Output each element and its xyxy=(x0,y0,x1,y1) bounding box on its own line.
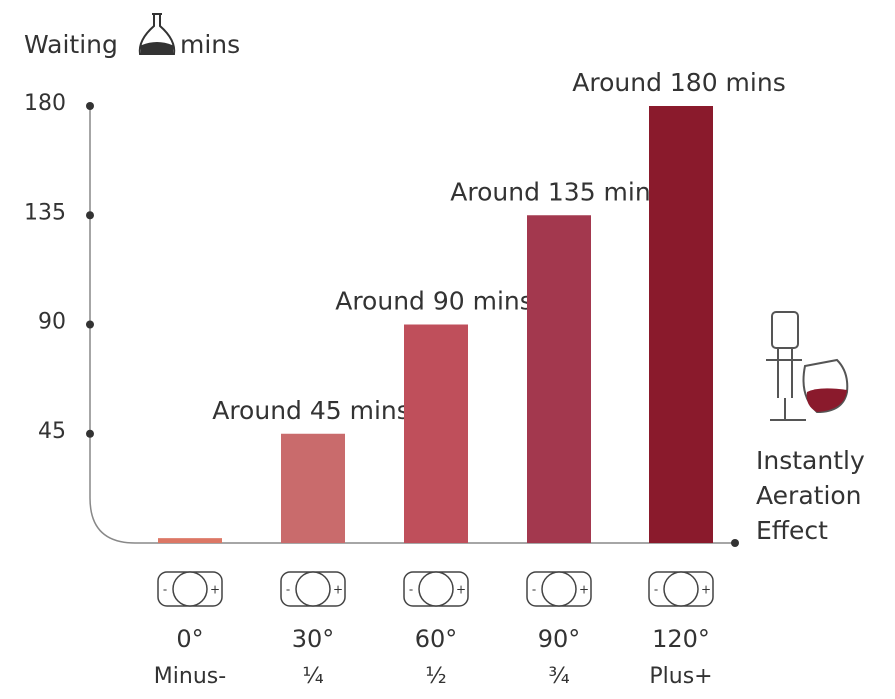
knob xyxy=(664,572,698,606)
x-sublabel: ¾ xyxy=(548,664,569,689)
x-sublabel: Plus+ xyxy=(649,664,712,689)
y-tick-dot xyxy=(86,321,94,329)
knob-plus: + xyxy=(701,583,711,597)
x-tick-label: 90° xyxy=(538,625,581,653)
annotation-line: Instantly xyxy=(756,446,865,475)
knob-minus: - xyxy=(163,583,167,597)
annotation-line: Aeration xyxy=(756,481,862,510)
decanter-icon xyxy=(140,14,174,54)
title-left: Waiting xyxy=(24,30,118,59)
knob-minus: - xyxy=(532,583,536,597)
knob-icon: -+ xyxy=(404,572,468,606)
knob-icon: -+ xyxy=(281,572,345,606)
x-tick-label: 120° xyxy=(652,625,710,653)
x-tick-label: 0° xyxy=(176,625,203,653)
knob xyxy=(419,572,453,606)
y-tick-label: 45 xyxy=(38,419,66,444)
knob-plus: + xyxy=(210,583,220,597)
knob-minus: - xyxy=(654,583,658,597)
x-sublabel: Minus- xyxy=(154,664,226,689)
chart: Waiting mins 4590135180-+0°Minus-Around … xyxy=(0,0,895,695)
knob-minus: - xyxy=(286,583,290,597)
knob-icon: -+ xyxy=(649,572,713,606)
knob-icon: -+ xyxy=(527,572,591,606)
y-tick-dot xyxy=(86,102,94,110)
knob-icon: -+ xyxy=(158,572,222,606)
x-tick-label: 60° xyxy=(415,625,458,653)
title-right: mins xyxy=(180,30,240,59)
axis-end-dot xyxy=(731,539,739,547)
aerator-icon xyxy=(766,312,847,420)
x-sublabel: ½ xyxy=(425,664,446,689)
y-tick-dot xyxy=(86,211,94,219)
bar xyxy=(158,538,222,543)
x-tick-label: 30° xyxy=(292,625,335,653)
y-tick-dot xyxy=(86,430,94,438)
knob-minus: - xyxy=(409,583,413,597)
knob xyxy=(296,572,330,606)
bar xyxy=(281,434,345,543)
value-label: Around 90 mins xyxy=(335,287,533,316)
x-sublabel: ¼ xyxy=(302,664,323,689)
y-tick-label: 180 xyxy=(24,91,66,116)
knob-plus: + xyxy=(579,583,589,597)
value-label: Around 180 mins xyxy=(572,68,785,97)
bar xyxy=(404,325,468,544)
knob xyxy=(173,572,207,606)
value-label: Around 135 mins xyxy=(450,177,663,206)
bar xyxy=(649,106,713,543)
value-label: Around 45 mins xyxy=(212,396,410,425)
bar xyxy=(527,215,591,543)
knob-plus: + xyxy=(333,583,343,597)
knob-plus: + xyxy=(456,583,466,597)
annotation-line: Effect xyxy=(756,516,828,545)
knob xyxy=(542,572,576,606)
y-tick-label: 135 xyxy=(24,200,66,225)
y-tick-label: 90 xyxy=(38,310,66,335)
